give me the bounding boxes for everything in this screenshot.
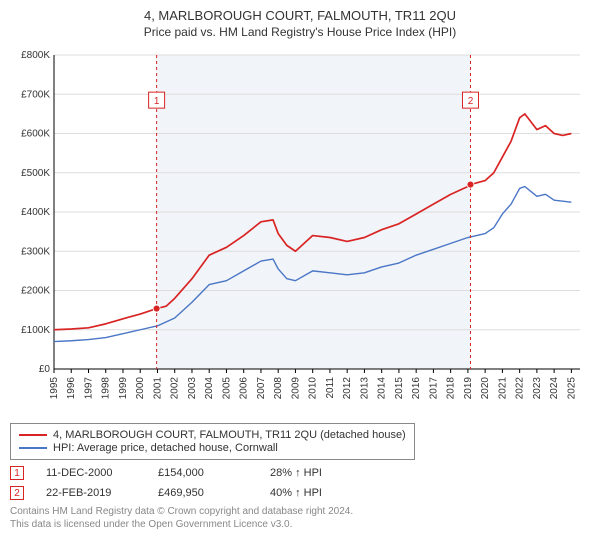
legend-row: 4, MARLBOROUGH COURT, FALMOUTH, TR11 2QU… (19, 429, 406, 441)
svg-text:1996: 1996 (66, 377, 77, 400)
sale-row: 2 22-FEB-2019 £469,950 40% ↑ HPI (10, 486, 590, 500)
legend-label: 4, MARLBOROUGH COURT, FALMOUTH, TR11 2QU… (53, 429, 406, 441)
svg-text:1999: 1999 (118, 377, 129, 400)
sale-price: £469,950 (158, 487, 248, 499)
sale-marker-box: 2 (10, 486, 24, 500)
svg-text:2022: 2022 (515, 377, 526, 400)
svg-text:2024: 2024 (549, 377, 560, 400)
legend: 4, MARLBOROUGH COURT, FALMOUTH, TR11 2QU… (10, 423, 415, 460)
svg-text:2: 2 (468, 96, 474, 107)
legend-label: HPI: Average price, detached house, Corn… (53, 442, 278, 454)
sale-date: 22-FEB-2019 (46, 487, 136, 499)
legend-row: HPI: Average price, detached house, Corn… (19, 442, 406, 454)
sale-date: 11-DEC-2000 (46, 467, 136, 479)
svg-text:2006: 2006 (239, 377, 250, 400)
svg-text:2004: 2004 (204, 377, 215, 400)
svg-text:2016: 2016 (411, 377, 422, 400)
svg-text:2012: 2012 (342, 377, 353, 400)
svg-text:1: 1 (154, 96, 160, 107)
svg-text:£200K: £200K (21, 286, 50, 297)
svg-text:2005: 2005 (221, 377, 232, 400)
svg-text:2021: 2021 (497, 377, 508, 400)
svg-text:2001: 2001 (152, 377, 163, 400)
sale-delta: 28% ↑ HPI (270, 467, 360, 479)
svg-text:2008: 2008 (273, 377, 284, 400)
svg-text:2011: 2011 (325, 377, 336, 399)
svg-text:2023: 2023 (532, 377, 543, 400)
sale-row: 1 11-DEC-2000 £154,000 28% ↑ HPI (10, 466, 590, 480)
sale-marker-box: 1 (10, 466, 24, 480)
svg-text:2017: 2017 (428, 377, 439, 400)
svg-text:2013: 2013 (359, 377, 370, 400)
svg-text:2019: 2019 (463, 377, 474, 400)
svg-text:2020: 2020 (480, 377, 491, 400)
svg-text:2014: 2014 (377, 377, 388, 400)
svg-text:2018: 2018 (446, 377, 457, 400)
svg-text:1998: 1998 (101, 377, 112, 400)
svg-text:£0: £0 (39, 364, 51, 375)
svg-text:1995: 1995 (49, 377, 60, 400)
svg-text:2025: 2025 (566, 377, 577, 400)
svg-text:2009: 2009 (290, 377, 301, 400)
svg-text:2000: 2000 (135, 377, 146, 400)
sales-table: 1 11-DEC-2000 £154,000 28% ↑ HPI 2 22-FEB-201… (10, 466, 590, 500)
legend-swatch (19, 434, 47, 436)
svg-text:£400K: £400K (21, 207, 50, 218)
price-chart: £0 £100K £200K £300K £400K £500K £600K £700K £80… (10, 47, 590, 417)
svg-text:1997: 1997 (83, 377, 94, 400)
svg-text:2010: 2010 (308, 377, 319, 400)
svg-text:2007: 2007 (256, 377, 267, 400)
page-subtitle: Price paid vs. HM Land Registry's House … (10, 25, 590, 39)
sale-delta: 40% ↑ HPI (270, 487, 360, 499)
sale-price: £154,000 (158, 467, 248, 479)
attribution-line: This data is licensed under the Open Gov… (10, 519, 590, 532)
legend-swatch (19, 447, 47, 449)
svg-text:£300K: £300K (21, 246, 50, 257)
svg-text:£500K: £500K (21, 168, 50, 179)
svg-text:£100K: £100K (21, 325, 50, 336)
svg-text:£700K: £700K (21, 89, 50, 100)
attribution-line: Contains HM Land Registry data © Crown c… (10, 506, 590, 519)
svg-text:2003: 2003 (187, 377, 198, 400)
page-title: 4, MARLBOROUGH COURT, FALMOUTH, TR11 2QU (10, 8, 590, 23)
svg-text:£600K: £600K (21, 129, 50, 140)
svg-text:£800K: £800K (21, 50, 50, 61)
svg-text:2015: 2015 (394, 377, 405, 400)
chart-svg: £0 £100K £200K £300K £400K £500K £600K £700K £80… (10, 47, 590, 417)
attribution: Contains HM Land Registry data © Crown c… (10, 506, 590, 531)
svg-text:2002: 2002 (170, 377, 181, 400)
